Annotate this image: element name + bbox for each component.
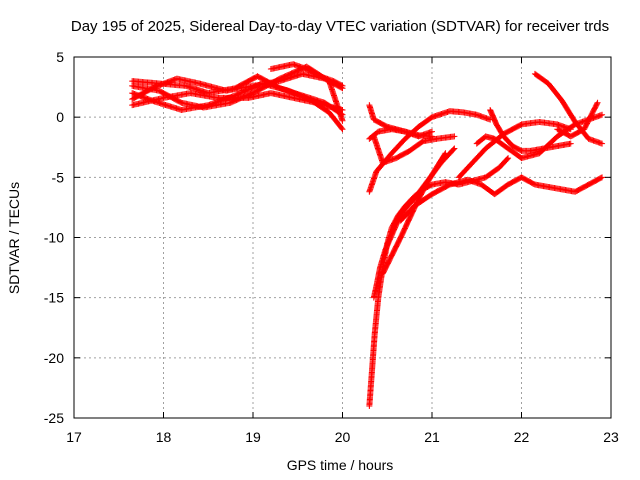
data-point: [450, 146, 457, 153]
y-axis-label: SDTVAR / TECUs: [6, 182, 22, 294]
data-point: [451, 133, 458, 140]
series-trace-e: [129, 90, 346, 113]
series-trace-s: [554, 99, 601, 140]
data-points: [129, 61, 606, 409]
data-point: [599, 174, 606, 181]
data-point: [442, 150, 449, 157]
series-trace-n: [397, 174, 606, 224]
x-tick-label: 17: [66, 429, 82, 445]
x-axis-label: GPS time / hours: [287, 457, 394, 473]
series-trace-j: [370, 133, 458, 166]
y-tick-label: -15: [44, 290, 64, 306]
data-point: [339, 106, 346, 113]
data-point: [338, 82, 345, 89]
data-point: [339, 82, 346, 89]
data-point: [504, 155, 511, 162]
data-point: [593, 100, 600, 107]
x-tick-label: 18: [156, 429, 172, 445]
y-tick-label: 0: [56, 109, 64, 125]
data-point: [338, 125, 345, 132]
data-point: [441, 151, 448, 158]
data-point: [594, 99, 601, 106]
data-point: [597, 174, 604, 181]
data-point: [567, 140, 574, 147]
data-point: [505, 155, 512, 162]
x-tick-label: 21: [424, 429, 440, 445]
data-point: [451, 145, 458, 152]
series-trace-m: [379, 150, 449, 277]
series-trace-p: [473, 111, 606, 162]
series-trace-f: [267, 61, 346, 89]
series-trace-q: [487, 106, 574, 154]
y-tick-label: -10: [44, 230, 64, 246]
data-point: [339, 117, 346, 124]
data-point: [599, 140, 606, 147]
y-tick-label: 5: [56, 49, 64, 65]
x-tick-label: 23: [603, 429, 619, 445]
y-tick-label: -25: [44, 410, 64, 426]
chart-title: Day 195 of 2025, Sidereal Day-to-day VTE…: [71, 18, 609, 35]
ticks: 17 18 19 20 21 22 23 5 0 -5 -10 -15 -20 -25: [44, 49, 619, 445]
x-tick-label: 19: [245, 429, 261, 445]
y-tick-label: -20: [44, 350, 64, 366]
x-tick-label: 22: [514, 429, 530, 445]
x-tick-label: 20: [335, 429, 351, 445]
data-point: [599, 111, 606, 118]
y-tick-label: -5: [52, 169, 65, 185]
data-point: [339, 126, 346, 133]
